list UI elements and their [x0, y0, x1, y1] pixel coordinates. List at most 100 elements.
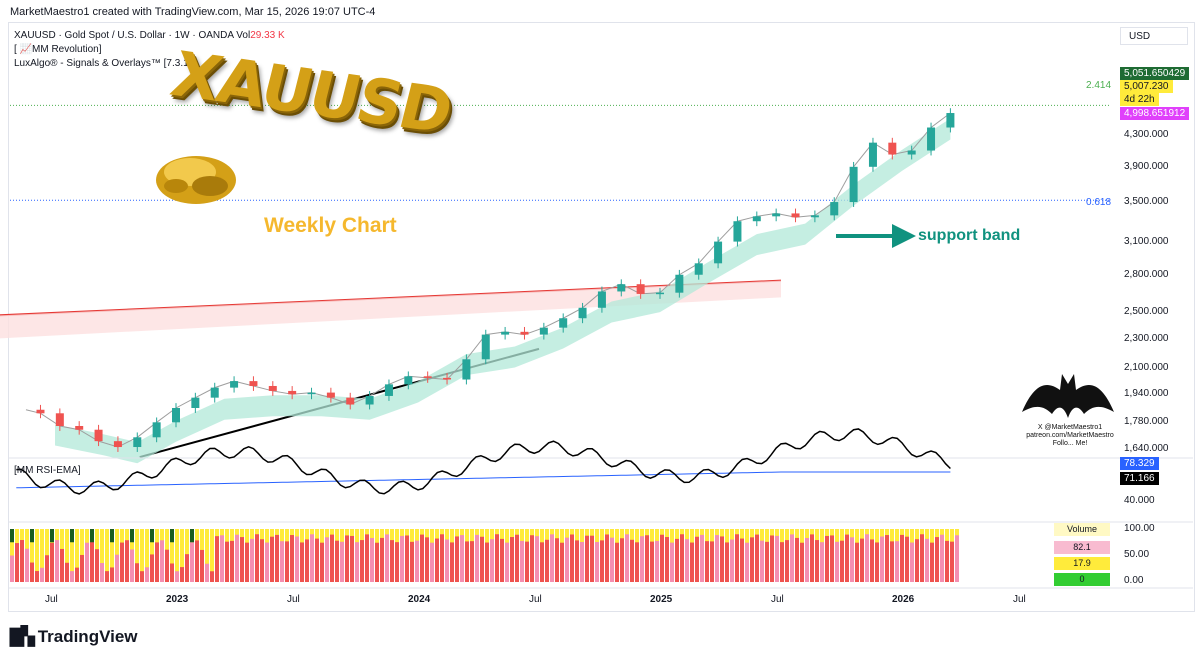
indicator-legend-2[interactable]: LuxAlgo® - Signals & Overlays™ [7.3.1]	[14, 58, 192, 69]
volume-bar	[135, 563, 139, 582]
volume-bar	[935, 537, 939, 582]
volume-bar	[750, 537, 754, 582]
volume-bar	[30, 562, 34, 582]
volume-bar	[245, 542, 249, 582]
volume-bar	[405, 535, 409, 582]
volume-bar	[260, 539, 264, 582]
fib-label-2414: 2.414	[1086, 80, 1112, 91]
ema-line	[16, 471, 951, 489]
volume-bar	[475, 534, 479, 582]
volume-bar-bg	[175, 529, 179, 582]
price-line	[25, 112, 951, 448]
volume-bar	[160, 540, 164, 582]
price-tick-label: 3,100.000	[1124, 235, 1169, 247]
volume-bar	[635, 542, 639, 582]
volume-bar	[545, 539, 549, 582]
candle-body	[36, 409, 45, 414]
volume-bar	[610, 537, 614, 582]
volume-bar-bg	[70, 529, 74, 582]
volume-bar	[930, 542, 934, 582]
time-tick-label: Jul	[771, 594, 784, 605]
candle-body	[868, 142, 877, 167]
volume-bar	[745, 542, 749, 582]
volume-bar	[60, 548, 64, 582]
volume-bar	[775, 535, 779, 582]
volume-bar	[200, 549, 204, 582]
price-tick-label: 1,640.000	[1124, 443, 1169, 454]
volume-bar	[740, 538, 744, 582]
volume-bar	[445, 539, 449, 582]
volume-bar	[950, 541, 954, 582]
volume-bar-green	[30, 529, 34, 543]
rsi-tick-40: 40.000	[1124, 495, 1155, 506]
volume-bar	[175, 571, 179, 582]
candle-body	[907, 150, 916, 155]
price-tick-label: 2,500.000	[1124, 305, 1169, 317]
volume-bar	[565, 537, 569, 582]
tradingview-logo[interactable]: ▇▚ TradingView	[10, 626, 138, 647]
volume-bar	[230, 540, 234, 582]
volume-bar	[205, 563, 209, 582]
volume-bar	[330, 534, 334, 582]
volume-bar	[505, 542, 509, 582]
volume-bar	[480, 536, 484, 582]
candle-body	[249, 381, 258, 386]
volume-bar	[865, 534, 869, 582]
price-tick-label: 1,940.000	[1124, 388, 1169, 400]
time-tick-label: 2026	[892, 594, 915, 605]
volume-bar	[510, 537, 514, 582]
volume-bar	[220, 535, 224, 582]
volume-bar	[535, 536, 539, 582]
volume-bar	[580, 542, 584, 582]
volume-bar-bg	[210, 529, 214, 582]
candle-body	[617, 284, 626, 292]
volume-bar	[575, 540, 579, 582]
candle-body	[752, 216, 761, 222]
volume-bar-bg	[100, 529, 104, 582]
candle-body	[288, 390, 297, 395]
volume-bar	[350, 535, 354, 582]
volume-bar	[550, 534, 554, 582]
volume-bar	[630, 539, 634, 582]
volume-legend-red: 82.1	[1054, 541, 1110, 554]
volume-bar	[810, 534, 814, 582]
volume-bar	[20, 540, 24, 582]
time-tick-label: 2025	[650, 594, 673, 605]
volume-bar	[560, 542, 564, 582]
volume-bar	[860, 538, 864, 582]
volume-bar	[240, 537, 244, 582]
volume-bar	[855, 542, 859, 582]
volume-bar	[495, 534, 499, 582]
volume-bar	[620, 538, 624, 582]
indicator-legend-1[interactable]: [ 📈MM Revolution]	[14, 44, 102, 55]
volume-bar	[85, 542, 89, 582]
volume-bar	[285, 541, 289, 582]
bar-countdown-tag: 4d 22h	[1120, 93, 1159, 106]
candle-body	[946, 113, 955, 128]
time-tick-label: 2023	[166, 594, 189, 605]
candle-body	[55, 413, 64, 426]
volume-bar	[90, 540, 94, 582]
volume-bar	[910, 542, 914, 582]
volume-bar	[430, 542, 434, 582]
volume-bar	[880, 536, 884, 582]
candle-body	[830, 202, 839, 216]
candle-body	[675, 274, 684, 293]
volume-bar	[235, 534, 239, 582]
volume-bar	[945, 540, 949, 582]
volume-bar	[40, 567, 44, 582]
candle-body	[501, 331, 510, 335]
bat-signature: X @MarketMaestro1 patreon.com/MarketMaes…	[1026, 424, 1114, 447]
currency-selector[interactable]: USD	[1120, 27, 1188, 45]
volume-bar	[215, 536, 219, 582]
volume-bar	[185, 554, 189, 582]
symbol-legend[interactable]: XAUUSD · Gold Spot / U.S. Dollar · 1W · …	[14, 30, 285, 41]
volume-bar	[625, 534, 629, 582]
volume-bar	[780, 542, 784, 582]
volume-bar	[850, 537, 854, 582]
rsi-pane-title[interactable]: [MM RSI-EMA]	[14, 465, 81, 476]
vol-tick-100: 100.00	[1124, 523, 1155, 534]
candle-body	[539, 327, 548, 335]
support-arrow-icon	[836, 224, 916, 248]
